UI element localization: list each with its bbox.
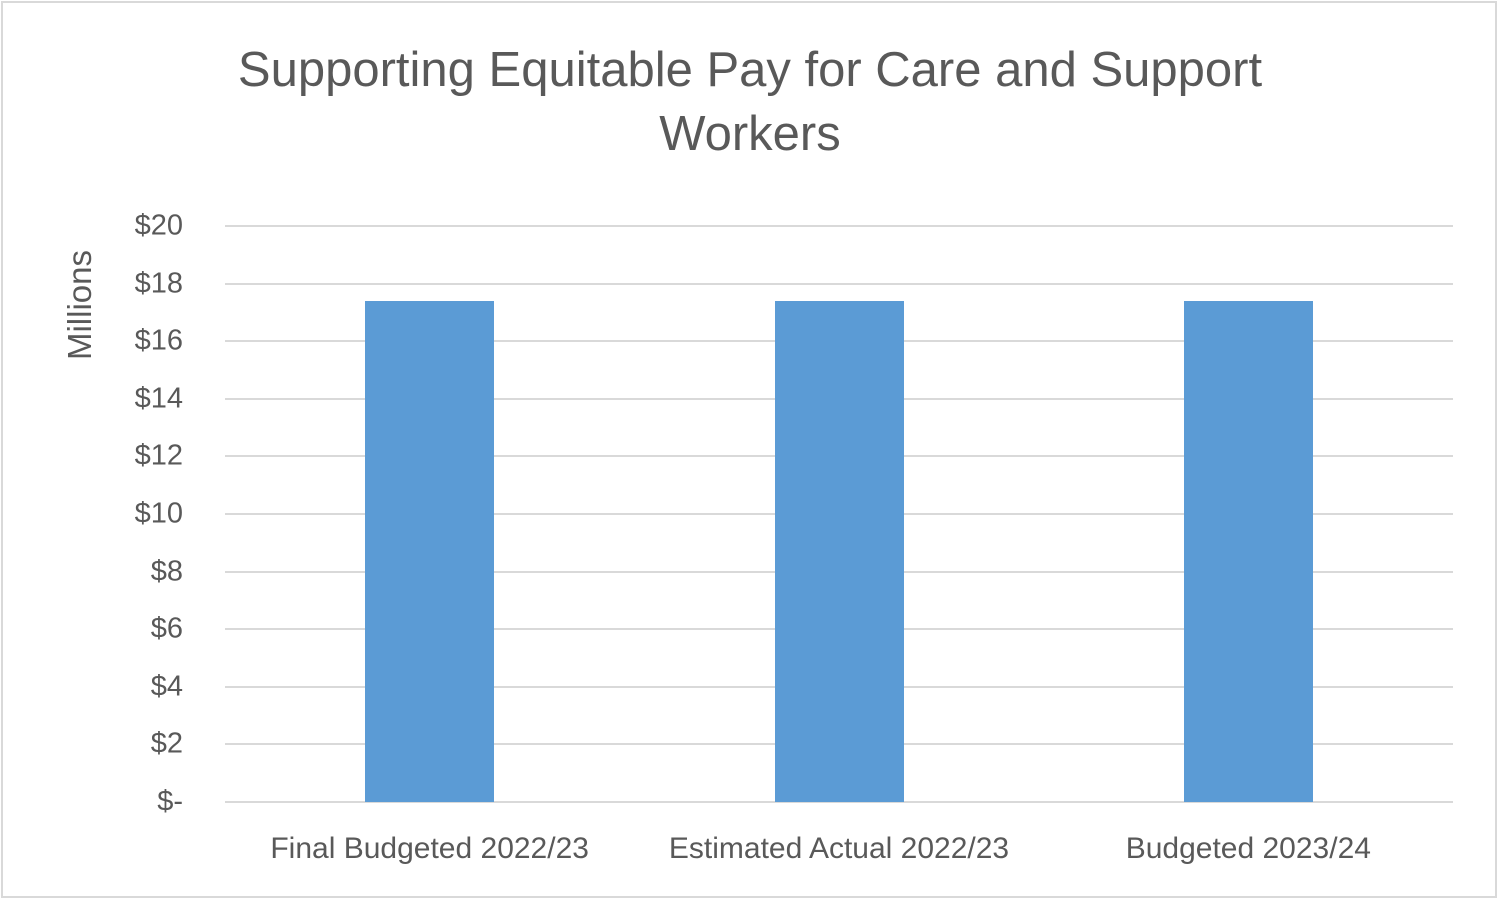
gridline — [225, 225, 1453, 227]
x-tick-label: Budgeted 2023/24 — [1125, 832, 1371, 865]
gridline — [225, 282, 1453, 285]
y-tick-label: $6 — [150, 612, 183, 645]
x-tick-label: Estimated Actual 2022/23 — [668, 832, 1010, 865]
bar — [365, 300, 495, 802]
y-tick-label: $8 — [150, 555, 183, 588]
chart-title: Supporting Equitable Pay for Care and Su… — [0, 38, 1500, 166]
y-tick-label: $- — [157, 785, 183, 818]
chart-title-line-2: Workers — [659, 107, 841, 161]
y-tick-label: $20 — [134, 209, 183, 242]
y-tick-label: $4 — [150, 670, 183, 703]
y-tick-label: $14 — [134, 382, 183, 415]
y-tick-label: $16 — [134, 324, 183, 357]
bar — [1183, 300, 1313, 802]
chart-title-line-1: Supporting Equitable Pay for Care and Su… — [237, 43, 1263, 97]
y-tick-label: $12 — [134, 439, 183, 472]
plot-area — [225, 225, 1453, 803]
y-tick-label: $10 — [134, 497, 183, 530]
gridline — [225, 801, 1453, 803]
y-tick-label: $18 — [134, 267, 183, 300]
bar — [774, 300, 904, 802]
y-tick-label: $2 — [150, 727, 183, 760]
x-tick-label: Final Budgeted 2022/23 — [270, 832, 589, 865]
y-axis-label: Millions — [61, 249, 98, 361]
